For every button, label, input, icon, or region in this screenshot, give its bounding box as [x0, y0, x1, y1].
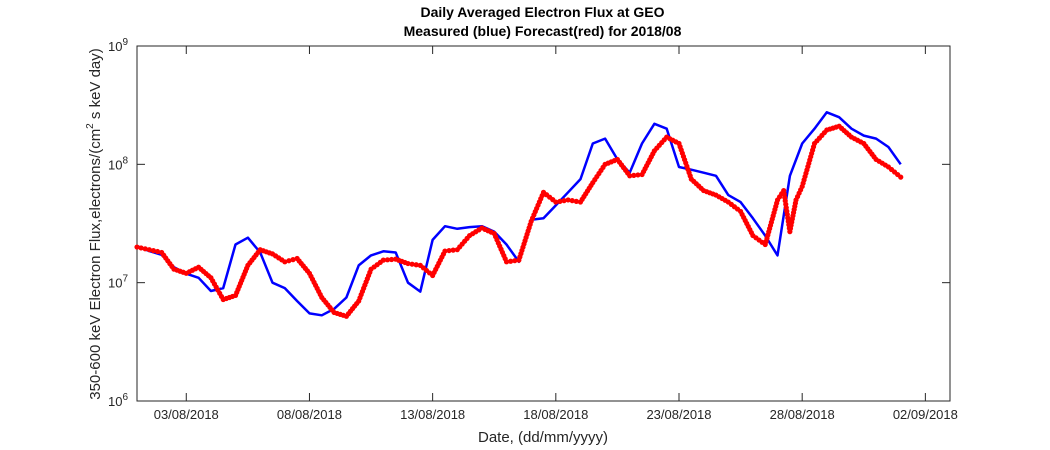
y-tick-label: 109 — [108, 37, 128, 54]
forecast-point-interp — [573, 198, 579, 204]
x-tick-label: 18/08/2018 — [523, 407, 588, 422]
forecast-point — [627, 173, 633, 179]
y-tick-label: 107 — [108, 274, 128, 291]
forecast-point — [503, 259, 510, 265]
forecast-point — [405, 260, 411, 267]
forecast-point — [553, 199, 559, 205]
x-tick-label: 13/08/2018 — [400, 407, 465, 422]
x-tick-label: 08/08/2018 — [277, 407, 342, 422]
chart-subtitle: Measured (blue) Forecast(red) for 2018/0… — [403, 23, 682, 39]
y-axis-label: 350-600 keV Electron Flux,electrons/(cm2… — [85, 48, 104, 400]
forecast-point — [282, 259, 288, 265]
x-tick-label: 02/09/2018 — [893, 407, 958, 422]
forecast-point — [380, 257, 386, 263]
forecast-point — [146, 247, 152, 253]
y-tick-label: 108 — [108, 155, 128, 172]
forecast-point-interp — [450, 247, 456, 253]
forecast-point-interp — [384, 257, 391, 263]
y-axis-label-main: 350-600 keV Electron Flux,electrons/(cm — [87, 129, 104, 400]
forecast-point-interp — [150, 248, 157, 254]
chart-title: Daily Averaged Electron Flux at GEO — [420, 4, 665, 20]
x-tick-label: 23/08/2018 — [646, 407, 711, 422]
forecast-point-interp — [508, 258, 514, 264]
forecast-point-interp — [557, 198, 563, 204]
forecast-point-interp — [286, 258, 292, 264]
forecast-point-interp — [635, 172, 641, 178]
forecast-point-interp — [446, 247, 452, 254]
forecast-point-interp — [631, 172, 637, 178]
forecast-point-interp — [569, 198, 575, 204]
forecast-point — [134, 244, 140, 250]
x-tick-label: 03/08/2018 — [154, 407, 219, 422]
x-tick-label: 28/08/2018 — [770, 407, 835, 422]
forecast-point-interp — [138, 245, 144, 251]
series-layer — [134, 111, 904, 319]
forecast-point-interp — [154, 248, 161, 255]
y-axis-ticks: 106 107 108 109 — [108, 37, 950, 409]
forecast-point — [898, 174, 904, 180]
forecast-point-interp — [512, 258, 518, 264]
forecast-point — [442, 248, 448, 254]
x-axis-label: Date, (dd/mm/yyyy) — [478, 429, 608, 446]
forecast-point-interp — [409, 261, 415, 267]
y-tick-label: 106 — [108, 392, 128, 409]
y-axis-label-superscript: 2 — [85, 123, 96, 129]
chart-title-block: Daily Averaged Electron Flux at GEO Meas… — [0, 3, 1050, 41]
forecast-series-points — [134, 123, 904, 319]
forecast-point — [565, 197, 571, 203]
forecast-point-interp — [413, 262, 419, 268]
forecast-point-interp — [388, 256, 395, 263]
forecast-point-interp — [561, 198, 567, 204]
plot-area — [136, 45, 951, 402]
y-axis-label-tail: s keV day) — [87, 48, 104, 123]
forecast-point-interp — [142, 246, 148, 252]
forecast-point-interp — [290, 257, 296, 263]
x-axis-ticks: 03/08/2018 08/08/2018 13/08/2018 18/08/2018… — [154, 46, 958, 422]
